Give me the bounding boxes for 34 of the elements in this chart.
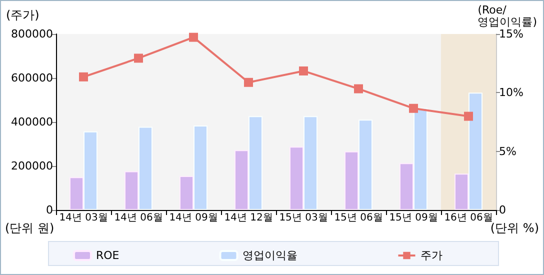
- legend-label: 주가: [420, 249, 442, 262]
- x-tick-label: 14년 06월: [114, 212, 163, 224]
- text: (단위 원): [5, 221, 54, 235]
- point: [409, 104, 418, 113]
- legend-label: ROE: [96, 249, 120, 262]
- point: [354, 84, 363, 94]
- point: [299, 66, 308, 76]
- y2-axis-title: (Roe/ 영업이익률): [478, 4, 538, 28]
- x-tick-label: 15년 03월: [279, 212, 328, 224]
- y-tick-label: 200000: [11, 160, 53, 172]
- text: (단위 %): [490, 221, 540, 235]
- point: [189, 32, 198, 42]
- x-tick-label: 15년 06월: [334, 212, 383, 224]
- x-tick-label: 14년 09월: [169, 212, 218, 224]
- y-axis-title: (주가): [6, 8, 40, 22]
- y2-tick-label: 5%: [499, 144, 516, 158]
- x-tick-label: 14년 12월: [224, 212, 273, 224]
- point: [244, 78, 253, 87]
- x-tick-label: 15년 09월: [389, 212, 438, 224]
- y2-tick-label: 10%: [499, 86, 524, 100]
- y-tick-label: 400000: [11, 116, 53, 128]
- point: [79, 72, 88, 82]
- x-tick-label: 16년 06월: [444, 212, 493, 224]
- bar: [468, 92, 482, 210]
- x-tick-label: 14년 03월: [59, 212, 108, 224]
- point: [464, 112, 473, 121]
- y2-tick-label: 15%: [499, 28, 524, 40]
- point: [134, 54, 143, 63]
- y-tick-label: 800000: [11, 28, 53, 40]
- y-tick-label: 600000: [11, 72, 53, 84]
- legend-label: 영업이익율: [242, 249, 298, 262]
- y-tick-label: 0: [46, 204, 53, 216]
- bar: [454, 174, 468, 210]
- y2-tick-label: 0: [499, 204, 506, 216]
